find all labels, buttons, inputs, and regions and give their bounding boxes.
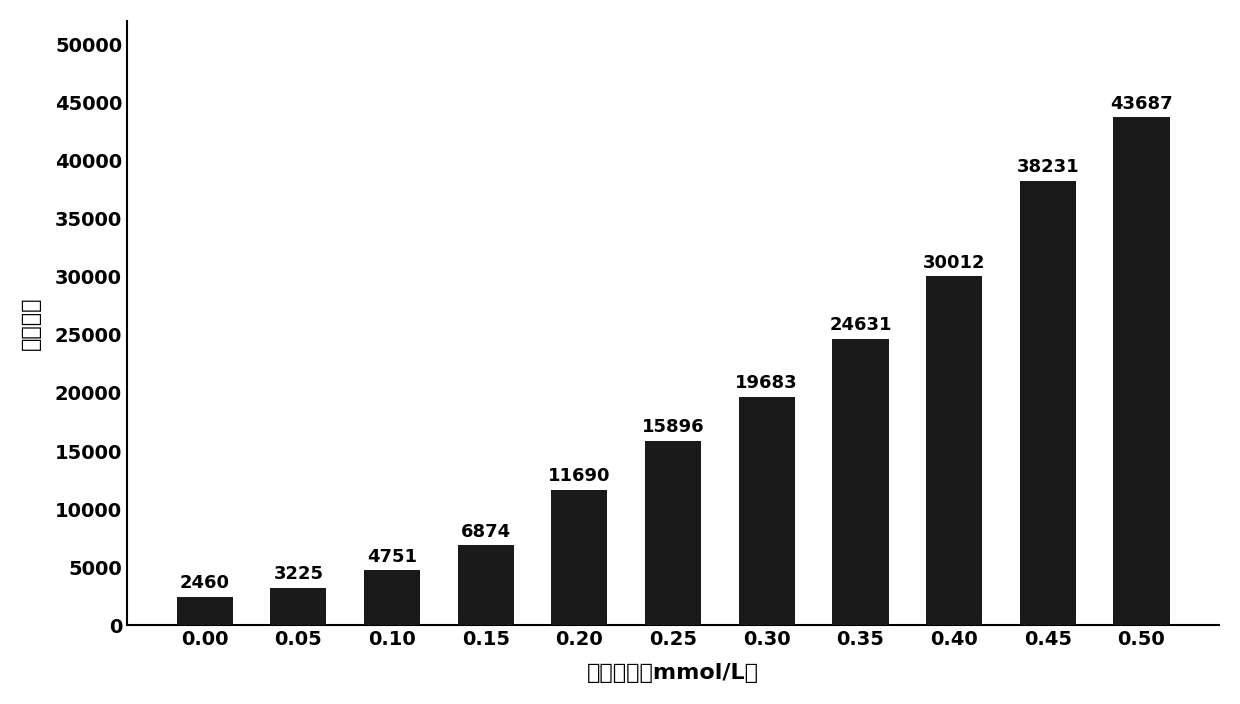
Text: 11690: 11690 [548, 467, 610, 485]
Text: 24631: 24631 [830, 316, 892, 334]
Bar [1114, 118, 1169, 625]
Bar [270, 588, 326, 625]
Bar [365, 570, 420, 625]
Text: 6874: 6874 [460, 523, 511, 541]
Bar [832, 339, 889, 625]
Text: 30012: 30012 [923, 254, 986, 272]
Text: 15896: 15896 [642, 418, 704, 436]
Bar [739, 396, 795, 625]
Text: 43687: 43687 [1110, 95, 1173, 113]
Text: 19683: 19683 [735, 374, 799, 392]
Bar [176, 597, 233, 625]
Bar [926, 277, 982, 625]
Text: 38231: 38231 [1017, 158, 1079, 176]
Bar [552, 489, 608, 625]
Bar [645, 441, 701, 625]
Text: 4751: 4751 [367, 548, 417, 565]
Bar [458, 546, 513, 625]
Bar [1019, 181, 1076, 625]
Text: 2460: 2460 [180, 574, 229, 592]
Y-axis label: 荧光强度: 荧光强度 [21, 296, 41, 350]
Text: 3225: 3225 [273, 565, 324, 584]
X-axis label: 伯胺浓度（mmol/L）: 伯胺浓度（mmol/L） [587, 663, 759, 683]
